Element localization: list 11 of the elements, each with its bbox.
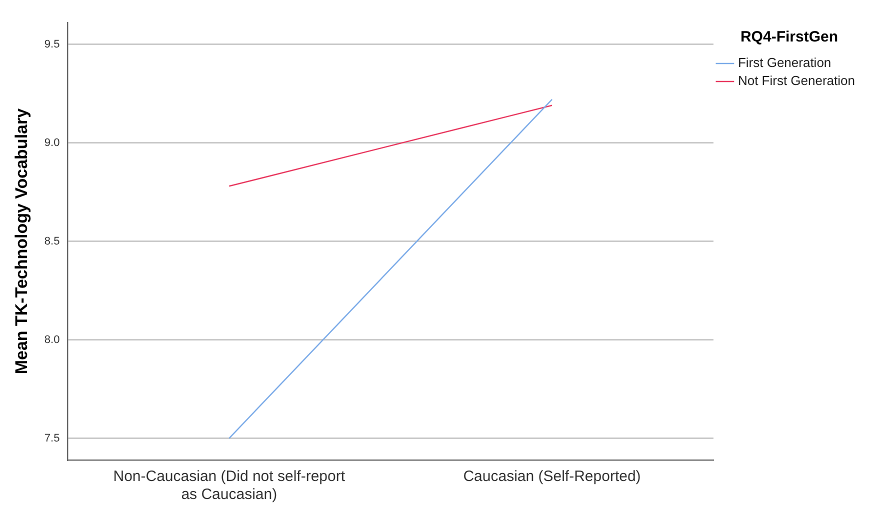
y-tick-label: 9.0 bbox=[44, 136, 60, 149]
y-axis-title: Mean TK-Technology Vocabulary bbox=[12, 108, 31, 374]
x-tick-label: Non-Caucasian (Did not self-report as Caucasian) bbox=[113, 468, 346, 504]
legend-title: RQ4-FirstGen bbox=[740, 28, 838, 46]
y-tick-label: 9.5 bbox=[44, 38, 60, 50]
legend-label: First Generation bbox=[738, 55, 832, 70]
legend-label: Not First Generation bbox=[738, 73, 855, 88]
x-tick-label: Caucasian (Self-Reported) bbox=[463, 468, 641, 486]
y-tick-label: 7.5 bbox=[44, 432, 60, 444]
y-tick-label: 8.0 bbox=[44, 334, 60, 346]
y-tick-label: 8.5 bbox=[44, 235, 60, 248]
